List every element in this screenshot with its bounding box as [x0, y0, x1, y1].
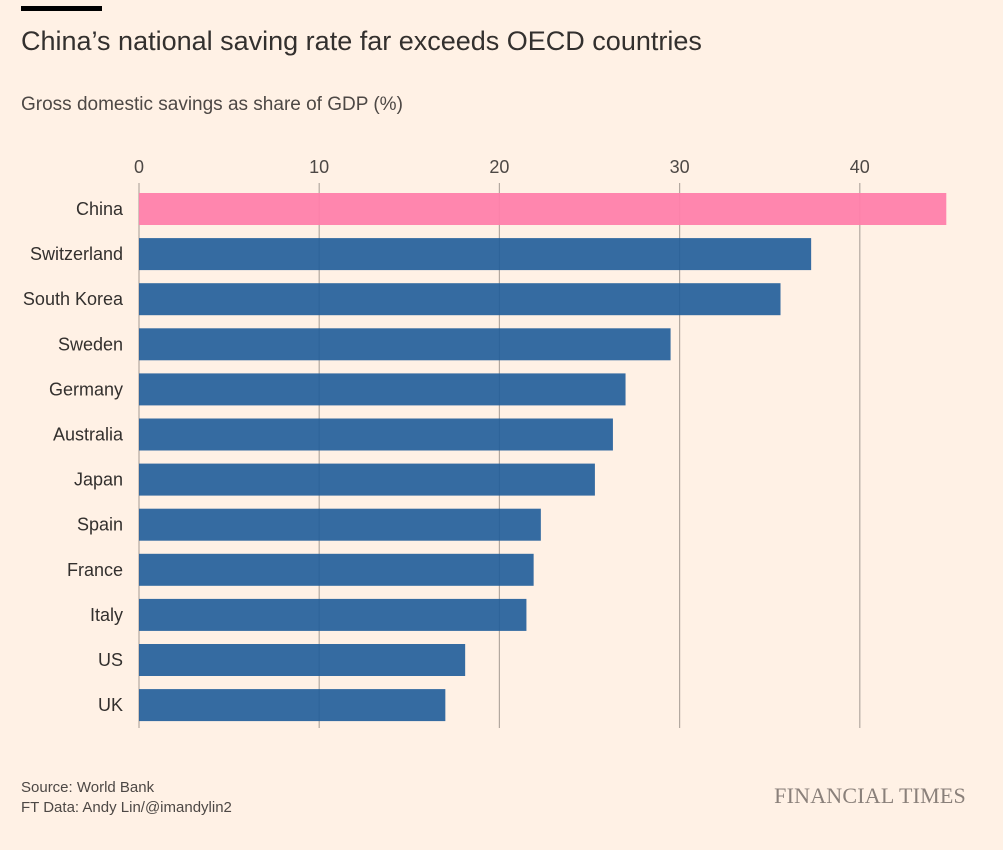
bars [139, 193, 947, 722]
category-label-switzerland: Switzerland [30, 244, 123, 264]
bar-south-korea [139, 283, 781, 316]
category-label-australia: Australia [53, 425, 124, 445]
bar-chart: 0 10 20 30 40 China Switzerland South Korea Swe… [23, 157, 947, 728]
bar-germany [139, 373, 626, 406]
category-label-france: France [67, 560, 123, 580]
x-tick-label-40: 40 [850, 157, 870, 177]
category-label-china: China [76, 199, 124, 219]
bar-france [139, 553, 534, 586]
bar-spain [139, 508, 541, 541]
x-tick-label-0: 0 [134, 157, 144, 177]
bar-china [139, 193, 947, 225]
category-label-sweden: Sweden [58, 334, 123, 354]
brand-logo: FINANCIAL TIMES [774, 783, 966, 808]
bar-switzerland [139, 238, 812, 271]
credit-text: FT Data: Andy Lin/@imandylin2 [21, 799, 232, 816]
category-label-spain: Spain [77, 515, 123, 535]
source-text: Source: World Bank [21, 779, 155, 796]
source-note: Source: World Bank FT Data: Andy Lin/@im… [21, 778, 232, 818]
chart-title: China’s national saving rate far exceeds… [21, 26, 702, 56]
category-label-italy: Italy [90, 605, 123, 625]
header-accent-bar [21, 6, 102, 11]
bar-japan [139, 463, 595, 496]
category-labels: China Switzerland South Korea Sweden Germany… [23, 199, 124, 715]
bar-us [139, 644, 466, 676]
x-tick-label-30: 30 [670, 157, 690, 177]
gridlines [138, 183, 861, 728]
bar-uk [139, 689, 446, 722]
category-label-japan: Japan [74, 470, 123, 490]
category-label-south-korea: South Korea [23, 289, 124, 309]
bar-australia [139, 418, 613, 451]
chart-subtitle: Gross domestic savings as share of GDP (… [21, 94, 403, 115]
x-tick-label-10: 10 [309, 157, 329, 177]
bar-italy [139, 598, 527, 631]
category-label-germany: Germany [49, 379, 123, 399]
category-label-uk: UK [98, 695, 123, 715]
x-axis-ticks: 0 10 20 30 40 [134, 157, 870, 177]
x-tick-label-20: 20 [489, 157, 509, 177]
category-label-us: US [98, 650, 123, 670]
bar-sweden [139, 328, 671, 361]
